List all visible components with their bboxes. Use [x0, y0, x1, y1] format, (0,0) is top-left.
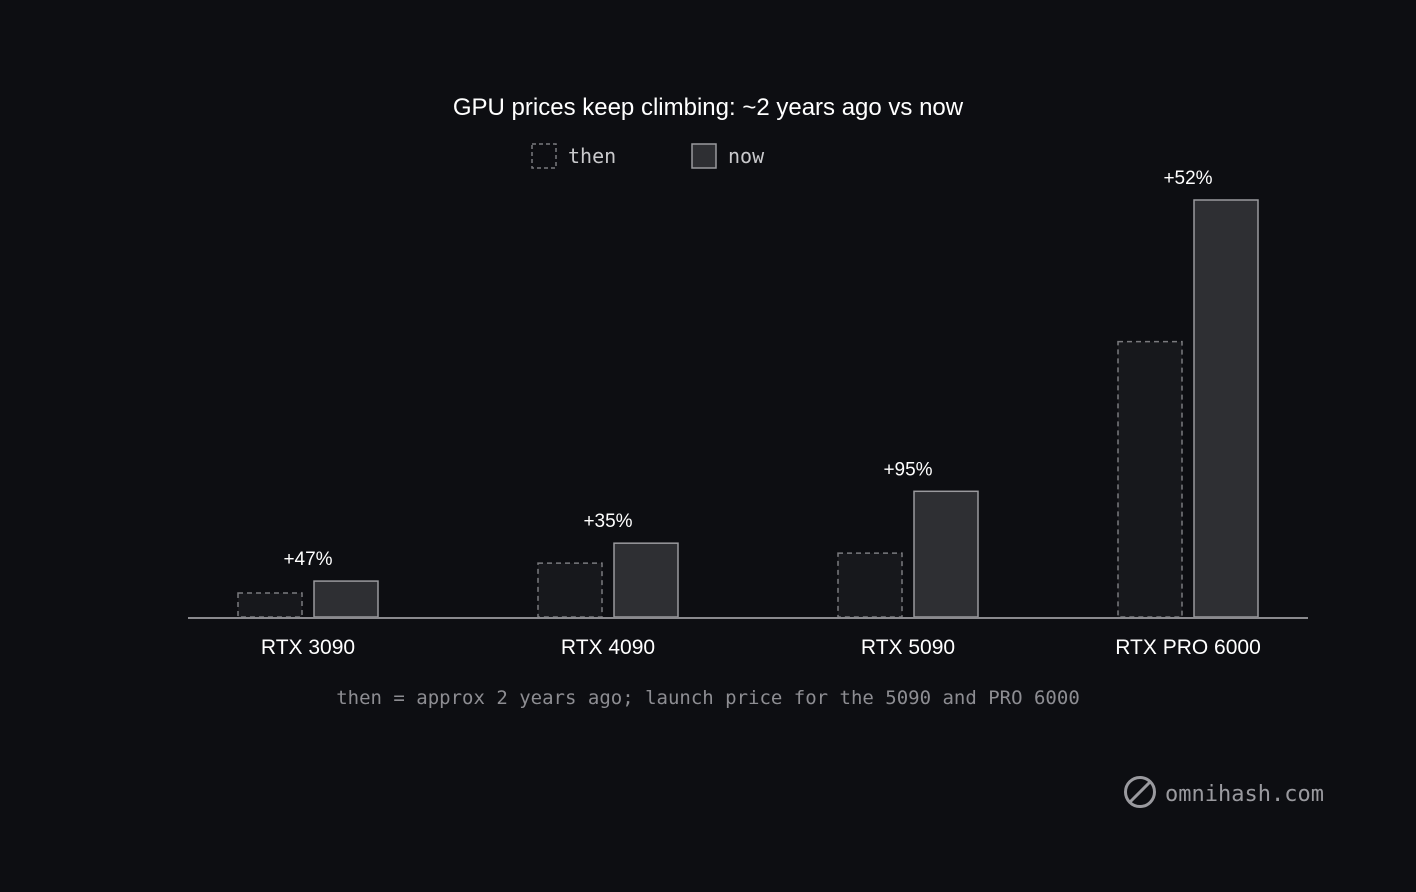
bar-then-0 [237, 592, 303, 618]
slashed-circle-icon [1124, 776, 1156, 808]
legend: then now [531, 143, 765, 169]
category-label-3: RTX PRO 6000 [1115, 636, 1261, 659]
legend-label-then: then [568, 144, 616, 168]
bars [237, 199, 1259, 618]
data-label-2: +95% [883, 459, 932, 480]
brand: omnihash.com [1124, 776, 1324, 808]
brand-text: omnihash.com [1165, 782, 1324, 807]
chart-note: then = approx 2 years ago; launch price … [336, 687, 1080, 709]
chart-title: GPU prices keep climbing: ~2 years ago v… [453, 94, 964, 121]
category-label-1: RTX 4090 [561, 636, 655, 659]
legend-label-now: now [728, 144, 765, 168]
bar-then-1 [537, 562, 603, 618]
legend-swatch-now [691, 143, 717, 169]
category-label-2: RTX 5090 [861, 636, 955, 659]
bar-now-1 [613, 542, 679, 618]
bar-now-2 [913, 490, 979, 618]
bar-then-3 [1117, 340, 1183, 618]
data-label-1: +35% [583, 511, 632, 532]
legend-swatch-then [531, 143, 557, 169]
category-label-0: RTX 3090 [261, 636, 355, 659]
data-label-0: +47% [283, 549, 332, 570]
bar-now-3 [1193, 199, 1259, 618]
data-label-3: +52% [1163, 168, 1212, 189]
bar-now-0 [313, 580, 379, 618]
category-labels: +47% RTX 3090 +35% RTX 4090 +95% RTX 5090 +52%… [261, 168, 1261, 659]
bar-then-2 [837, 552, 903, 618]
